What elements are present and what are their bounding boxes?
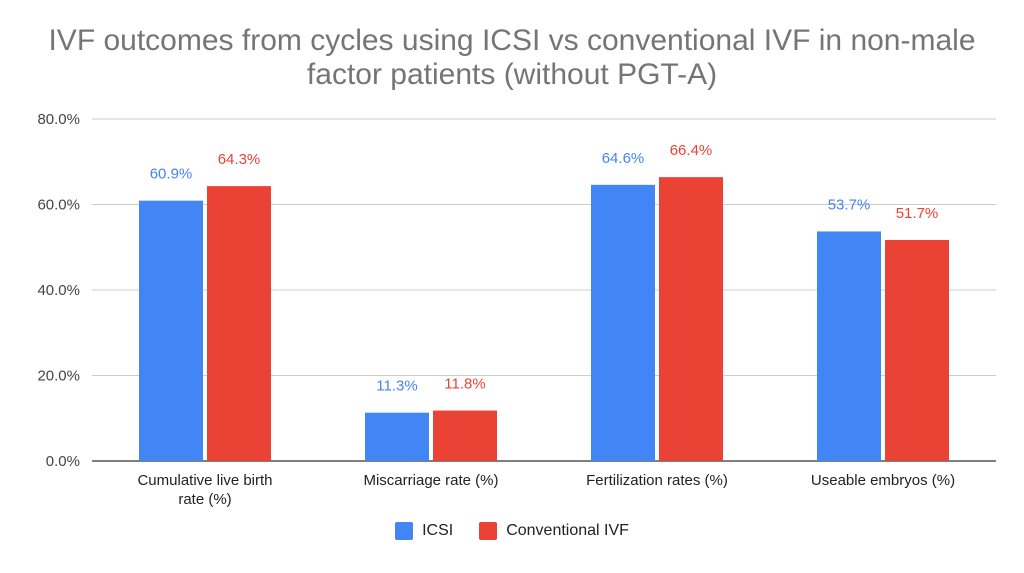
y-tick-label: 80.0%	[37, 111, 80, 128]
bar-conventional-ivf	[207, 186, 271, 461]
bar-icsi	[591, 184, 655, 461]
legend-swatch-conventional-ivf	[479, 522, 498, 540]
x-category-label-line: Miscarriage rate (%)	[363, 472, 498, 489]
legend-item-icsi[interactable]: ICSI	[395, 522, 453, 540]
chart-title-line-1: IVF outcomes from cycles using ICSI vs c…	[48, 24, 976, 57]
legend-label-conventional-ivf: Conventional IVF	[506, 522, 629, 539]
y-tick-label: 0.0%	[46, 453, 80, 470]
bar-icsi	[139, 200, 203, 461]
y-tick-label: 60.0%	[37, 197, 80, 214]
chart-title-line-2: factor patients (without PGT-A)	[306, 58, 718, 91]
x-category-label-line: Fertilization rates (%)	[586, 472, 728, 489]
bar-icsi	[817, 231, 881, 461]
x-category-label: Miscarriage rate (%)	[363, 472, 498, 489]
bar-icsi	[365, 412, 429, 461]
y-tick-label: 40.0%	[37, 282, 80, 299]
x-category-label-line: Cumulative live birth	[137, 472, 272, 489]
x-category-label: Fertilization rates (%)	[586, 472, 728, 489]
legend-swatch-icsi	[395, 522, 414, 540]
x-category-label: Useable embryos (%)	[811, 472, 955, 489]
data-label: 64.3%	[218, 151, 261, 168]
bar-conventional-ivf	[885, 239, 949, 461]
x-category-label-line: rate (%)	[178, 491, 231, 508]
bar-conventional-ivf	[659, 177, 723, 461]
x-category-label-line: Useable embryos (%)	[811, 472, 955, 489]
y-tick-label: 20.0%	[37, 368, 80, 385]
x-category-label: Cumulative live birth rate (%)	[137, 472, 272, 508]
legend: ICSI Conventional IVF	[0, 522, 1024, 540]
data-label: 11.3%	[376, 378, 417, 395]
legend-label-icsi: ICSI	[422, 522, 454, 539]
data-label: 60.9%	[150, 166, 193, 183]
bar-conventional-ivf	[433, 410, 497, 461]
data-label: 11.8%	[444, 376, 485, 393]
data-label: 53.7%	[828, 196, 871, 213]
chart-title: IVF outcomes from cycles using ICSI vs c…	[0, 24, 1024, 92]
legend-item-conventional-ivf[interactable]: Conventional IVF	[479, 522, 629, 540]
data-label: 64.6%	[602, 150, 645, 167]
data-label: 66.4%	[670, 142, 713, 159]
data-label: 51.7%	[896, 205, 939, 222]
